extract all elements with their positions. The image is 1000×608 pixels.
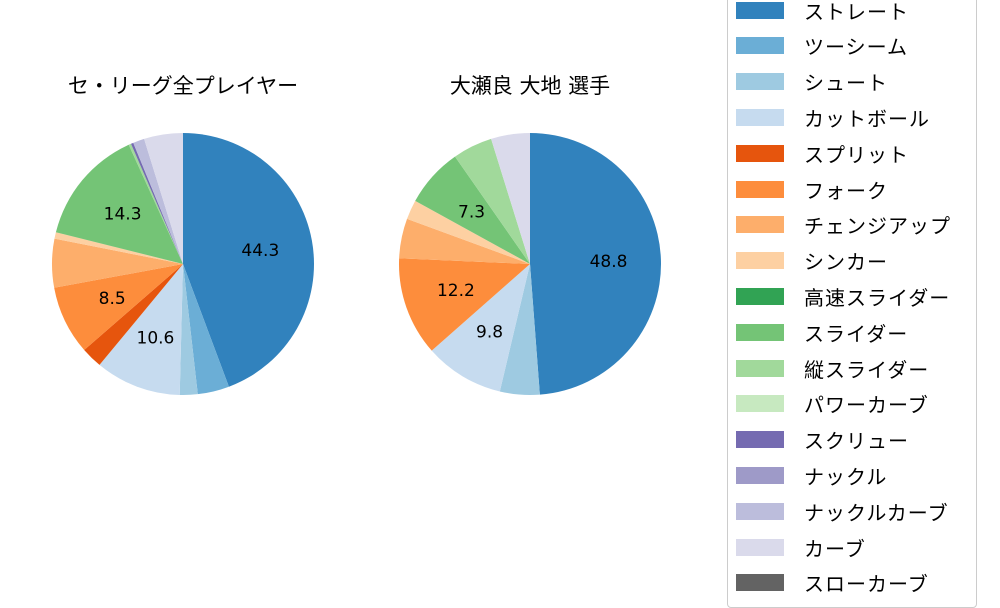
legend-label: スプリット	[804, 142, 909, 167]
legend-label: ストレート	[804, 0, 909, 24]
player-pie-chart: 48.8 9.8 12.2 7.3	[398, 133, 662, 395]
slice-value-label: 8.5	[99, 289, 126, 309]
legend-swatch	[736, 1, 784, 19]
legend-label: スクリュー	[804, 429, 909, 454]
legend-item: パワーカーブ	[736, 393, 929, 417]
pie-slice	[54, 232, 183, 264]
legend-swatch	[736, 73, 784, 91]
legend-item: カットボール	[736, 107, 930, 131]
legend-label: ナックル	[804, 464, 888, 489]
slice-value-label: 7.3	[458, 202, 485, 222]
pie-slice	[144, 133, 183, 264]
legend-item: スプリット	[736, 143, 909, 167]
legend-label: スローカーブ	[804, 572, 929, 597]
legend: ストレートツーシームシュートカットボール スプリットフォークチェンジアップ シンカー…	[727, 0, 977, 608]
legend-item: スローカーブ	[736, 572, 929, 596]
legend-swatch	[736, 252, 784, 270]
legend-swatch	[736, 216, 784, 234]
legend-swatch	[736, 287, 784, 305]
left-pie-title: セ・リーグ全プレイヤー	[67, 74, 299, 98]
legend-label: ツーシーム	[804, 35, 908, 60]
legend-label: 高速スライダー	[804, 285, 951, 310]
pie-slice	[55, 144, 183, 264]
pie-slice	[179, 264, 198, 395]
pie-slice	[407, 200, 530, 264]
legend-label: ナックルカーブ	[804, 500, 949, 525]
legend-swatch	[736, 323, 784, 341]
legend-swatch	[736, 466, 784, 484]
legend-label: フォーク	[804, 178, 888, 203]
legend-swatch	[736, 574, 784, 592]
legend-swatch	[736, 144, 784, 162]
pie-slice	[54, 264, 184, 351]
pie-slice	[128, 143, 183, 264]
legend-label: カットボール	[804, 106, 930, 131]
legend-label: スライダー	[804, 321, 909, 346]
pie-slice	[398, 258, 530, 351]
pie-slice	[491, 133, 530, 264]
slice-value-label: 48.8	[590, 252, 628, 272]
legend-item: カーブ	[736, 537, 866, 561]
pie-slice	[399, 218, 530, 264]
pie-slice	[455, 138, 530, 264]
league-pie-chart: 44.3 10.6 8.5 14.3	[52, 133, 315, 395]
legend-swatch	[736, 538, 784, 556]
legend-swatch	[736, 37, 784, 55]
legend-label: 縦スライダー	[804, 357, 930, 382]
legend-label: カーブ	[804, 536, 866, 561]
legend-swatch	[736, 431, 784, 449]
legend-item: ストレート	[736, 0, 909, 24]
legend-swatch	[736, 502, 784, 520]
legend-item: ツーシーム	[736, 35, 908, 59]
slice-value-label: 9.8	[476, 322, 503, 342]
legend-item: スライダー	[736, 322, 908, 346]
slice-value-label: 12.2	[437, 281, 475, 301]
slice-value-label: 44.3	[241, 241, 279, 261]
pie-slice	[530, 133, 662, 395]
pie-slice	[499, 264, 540, 395]
pie-slice	[99, 264, 183, 395]
slice-value-label: 10.6	[137, 329, 175, 349]
legend-swatch	[736, 108, 784, 126]
legend-label: シンカー	[804, 250, 888, 275]
legend-label: シュート	[804, 71, 888, 96]
pie-slice	[52, 238, 184, 288]
legend-item: 高速スライダー	[736, 286, 950, 310]
legend-item: フォーク	[736, 179, 888, 203]
pie-slice	[133, 138, 183, 264]
pie-slice	[130, 142, 183, 264]
slice-value-label: 14.3	[104, 205, 142, 225]
legend-item: スクリュー	[736, 429, 909, 453]
pie-slice	[415, 156, 530, 264]
pie-charts: 44.3 10.6 8.5 14.3 48.8 9.8 12.2 7.3	[52, 133, 662, 395]
legend-swatch	[736, 180, 784, 198]
legend-item: ナックル	[736, 465, 887, 489]
legend-label: チェンジアップ	[804, 214, 951, 239]
legend-item: シュート	[736, 71, 888, 95]
legend-item: 縦スライダー	[736, 358, 929, 382]
legend-item: ナックルカーブ	[736, 501, 949, 525]
legend-item: チェンジアップ	[736, 214, 951, 238]
legend-label: パワーカーブ	[804, 393, 929, 418]
legend-swatch	[736, 359, 784, 377]
legend-swatch	[736, 395, 784, 413]
pie-slice	[183, 264, 229, 395]
pie-slice	[84, 264, 183, 365]
pie-slice	[431, 264, 530, 392]
right-pie-title: 大瀬良 大地 選手	[449, 74, 611, 98]
legend-item: シンカー	[736, 250, 888, 274]
pie-slice	[183, 133, 315, 387]
